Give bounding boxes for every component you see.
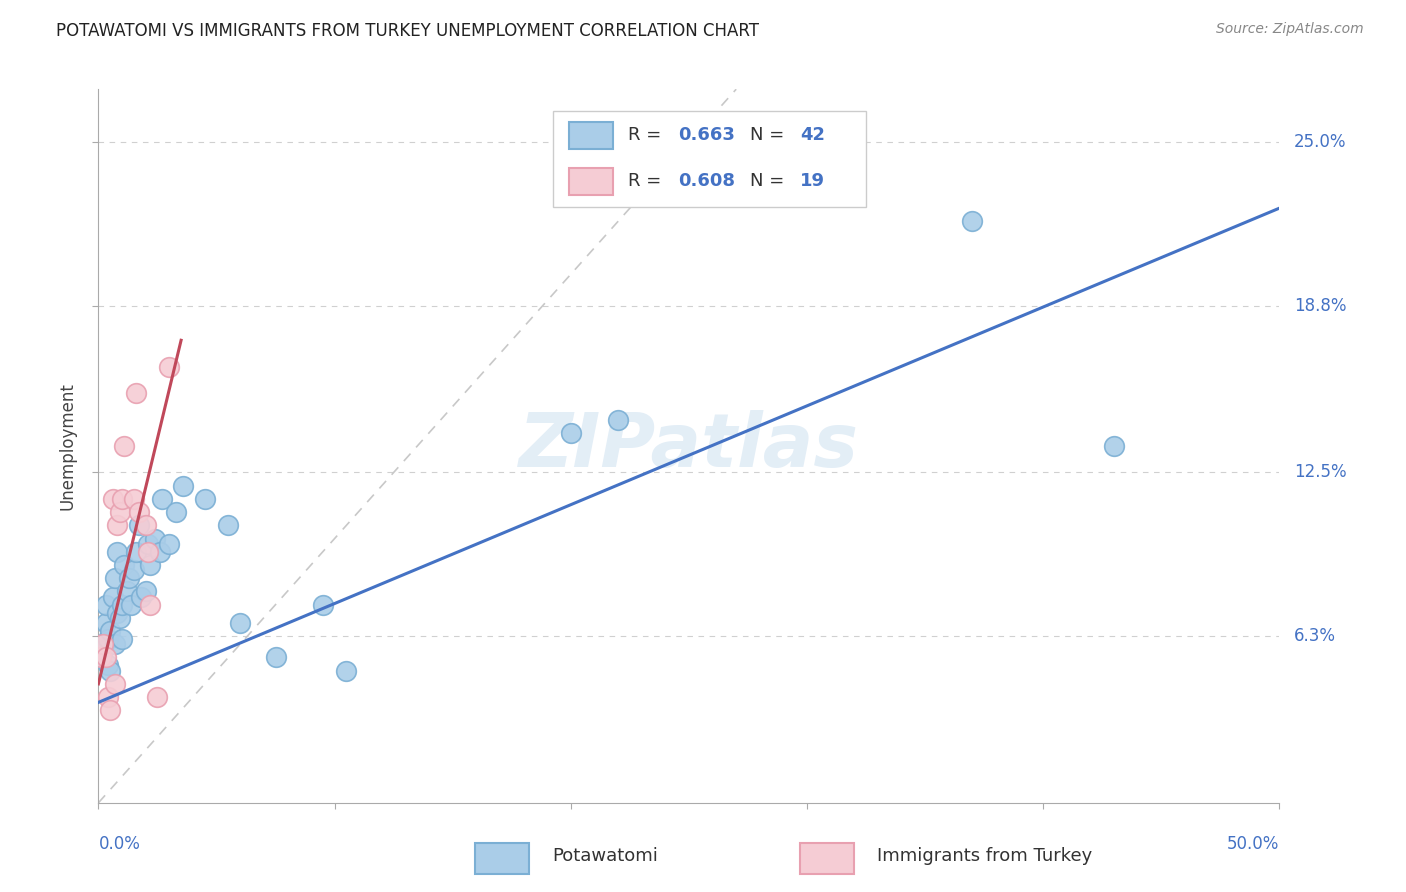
- Point: [1102, 439, 1125, 453]
- Point: [104, 677, 127, 691]
- Text: 0.0%: 0.0%: [98, 835, 141, 853]
- Point: [111, 632, 134, 646]
- Point: [97, 658, 120, 673]
- Point: [217, 518, 239, 533]
- Point: [101, 590, 124, 604]
- Text: 18.8%: 18.8%: [1294, 297, 1346, 315]
- Point: [264, 650, 287, 665]
- Text: Source: ZipAtlas.com: Source: ZipAtlas.com: [1216, 22, 1364, 37]
- Point: [128, 505, 150, 519]
- Text: N =: N =: [751, 126, 790, 145]
- Point: [111, 598, 134, 612]
- FancyBboxPatch shape: [800, 843, 855, 874]
- Text: POTAWATOMI VS IMMIGRANTS FROM TURKEY UNEMPLOYMENT CORRELATION CHART: POTAWATOMI VS IMMIGRANTS FROM TURKEY UNE…: [56, 22, 759, 40]
- Point: [136, 537, 159, 551]
- Point: [94, 598, 117, 612]
- Point: [112, 558, 135, 572]
- Point: [139, 558, 162, 572]
- Point: [104, 571, 127, 585]
- Point: [98, 624, 121, 638]
- FancyBboxPatch shape: [569, 122, 613, 149]
- Point: [335, 664, 357, 678]
- Point: [139, 598, 162, 612]
- Point: [146, 690, 169, 704]
- Point: [125, 386, 148, 401]
- Text: Potawatomi: Potawatomi: [553, 847, 658, 865]
- Point: [121, 598, 143, 612]
- Point: [129, 590, 152, 604]
- Point: [104, 637, 127, 651]
- Point: [312, 598, 335, 612]
- Point: [962, 214, 984, 228]
- Point: [135, 518, 157, 533]
- Point: [97, 632, 120, 646]
- Point: [135, 584, 157, 599]
- Y-axis label: Unemployment: Unemployment: [59, 382, 77, 510]
- Point: [157, 359, 180, 374]
- Text: 12.5%: 12.5%: [1294, 464, 1347, 482]
- Point: [229, 616, 252, 631]
- Point: [105, 518, 128, 533]
- Point: [101, 491, 124, 506]
- Text: 0.663: 0.663: [678, 126, 735, 145]
- Point: [98, 703, 121, 717]
- Point: [122, 491, 145, 506]
- Point: [94, 616, 117, 631]
- Text: R =: R =: [628, 172, 668, 190]
- Point: [165, 505, 187, 519]
- Point: [150, 491, 173, 506]
- Point: [136, 545, 159, 559]
- Point: [90, 650, 112, 665]
- Point: [194, 491, 217, 506]
- Point: [98, 664, 121, 678]
- Point: [125, 545, 148, 559]
- Point: [108, 611, 131, 625]
- Text: 25.0%: 25.0%: [1294, 133, 1346, 151]
- Point: [105, 545, 128, 559]
- Text: 0.608: 0.608: [678, 172, 735, 190]
- Point: [91, 637, 114, 651]
- Point: [91, 642, 114, 657]
- Point: [112, 439, 135, 453]
- Text: R =: R =: [628, 126, 668, 145]
- Point: [122, 563, 145, 577]
- Text: N =: N =: [751, 172, 790, 190]
- Text: 6.3%: 6.3%: [1294, 627, 1336, 645]
- Point: [111, 491, 134, 506]
- Text: 19: 19: [800, 172, 825, 190]
- Point: [115, 584, 138, 599]
- Point: [149, 545, 172, 559]
- Text: ZIPatlas: ZIPatlas: [519, 409, 859, 483]
- Point: [94, 650, 117, 665]
- Point: [143, 532, 166, 546]
- Text: 50.0%: 50.0%: [1227, 835, 1279, 853]
- Text: 42: 42: [800, 126, 825, 145]
- FancyBboxPatch shape: [475, 843, 530, 874]
- Point: [560, 425, 582, 440]
- Text: Immigrants from Turkey: Immigrants from Turkey: [877, 847, 1092, 865]
- Point: [97, 690, 120, 704]
- Point: [607, 412, 630, 426]
- Point: [172, 478, 194, 492]
- Point: [118, 571, 141, 585]
- FancyBboxPatch shape: [553, 111, 866, 207]
- Point: [105, 606, 128, 620]
- Point: [157, 537, 180, 551]
- Point: [128, 518, 150, 533]
- FancyBboxPatch shape: [569, 169, 613, 195]
- Point: [108, 505, 131, 519]
